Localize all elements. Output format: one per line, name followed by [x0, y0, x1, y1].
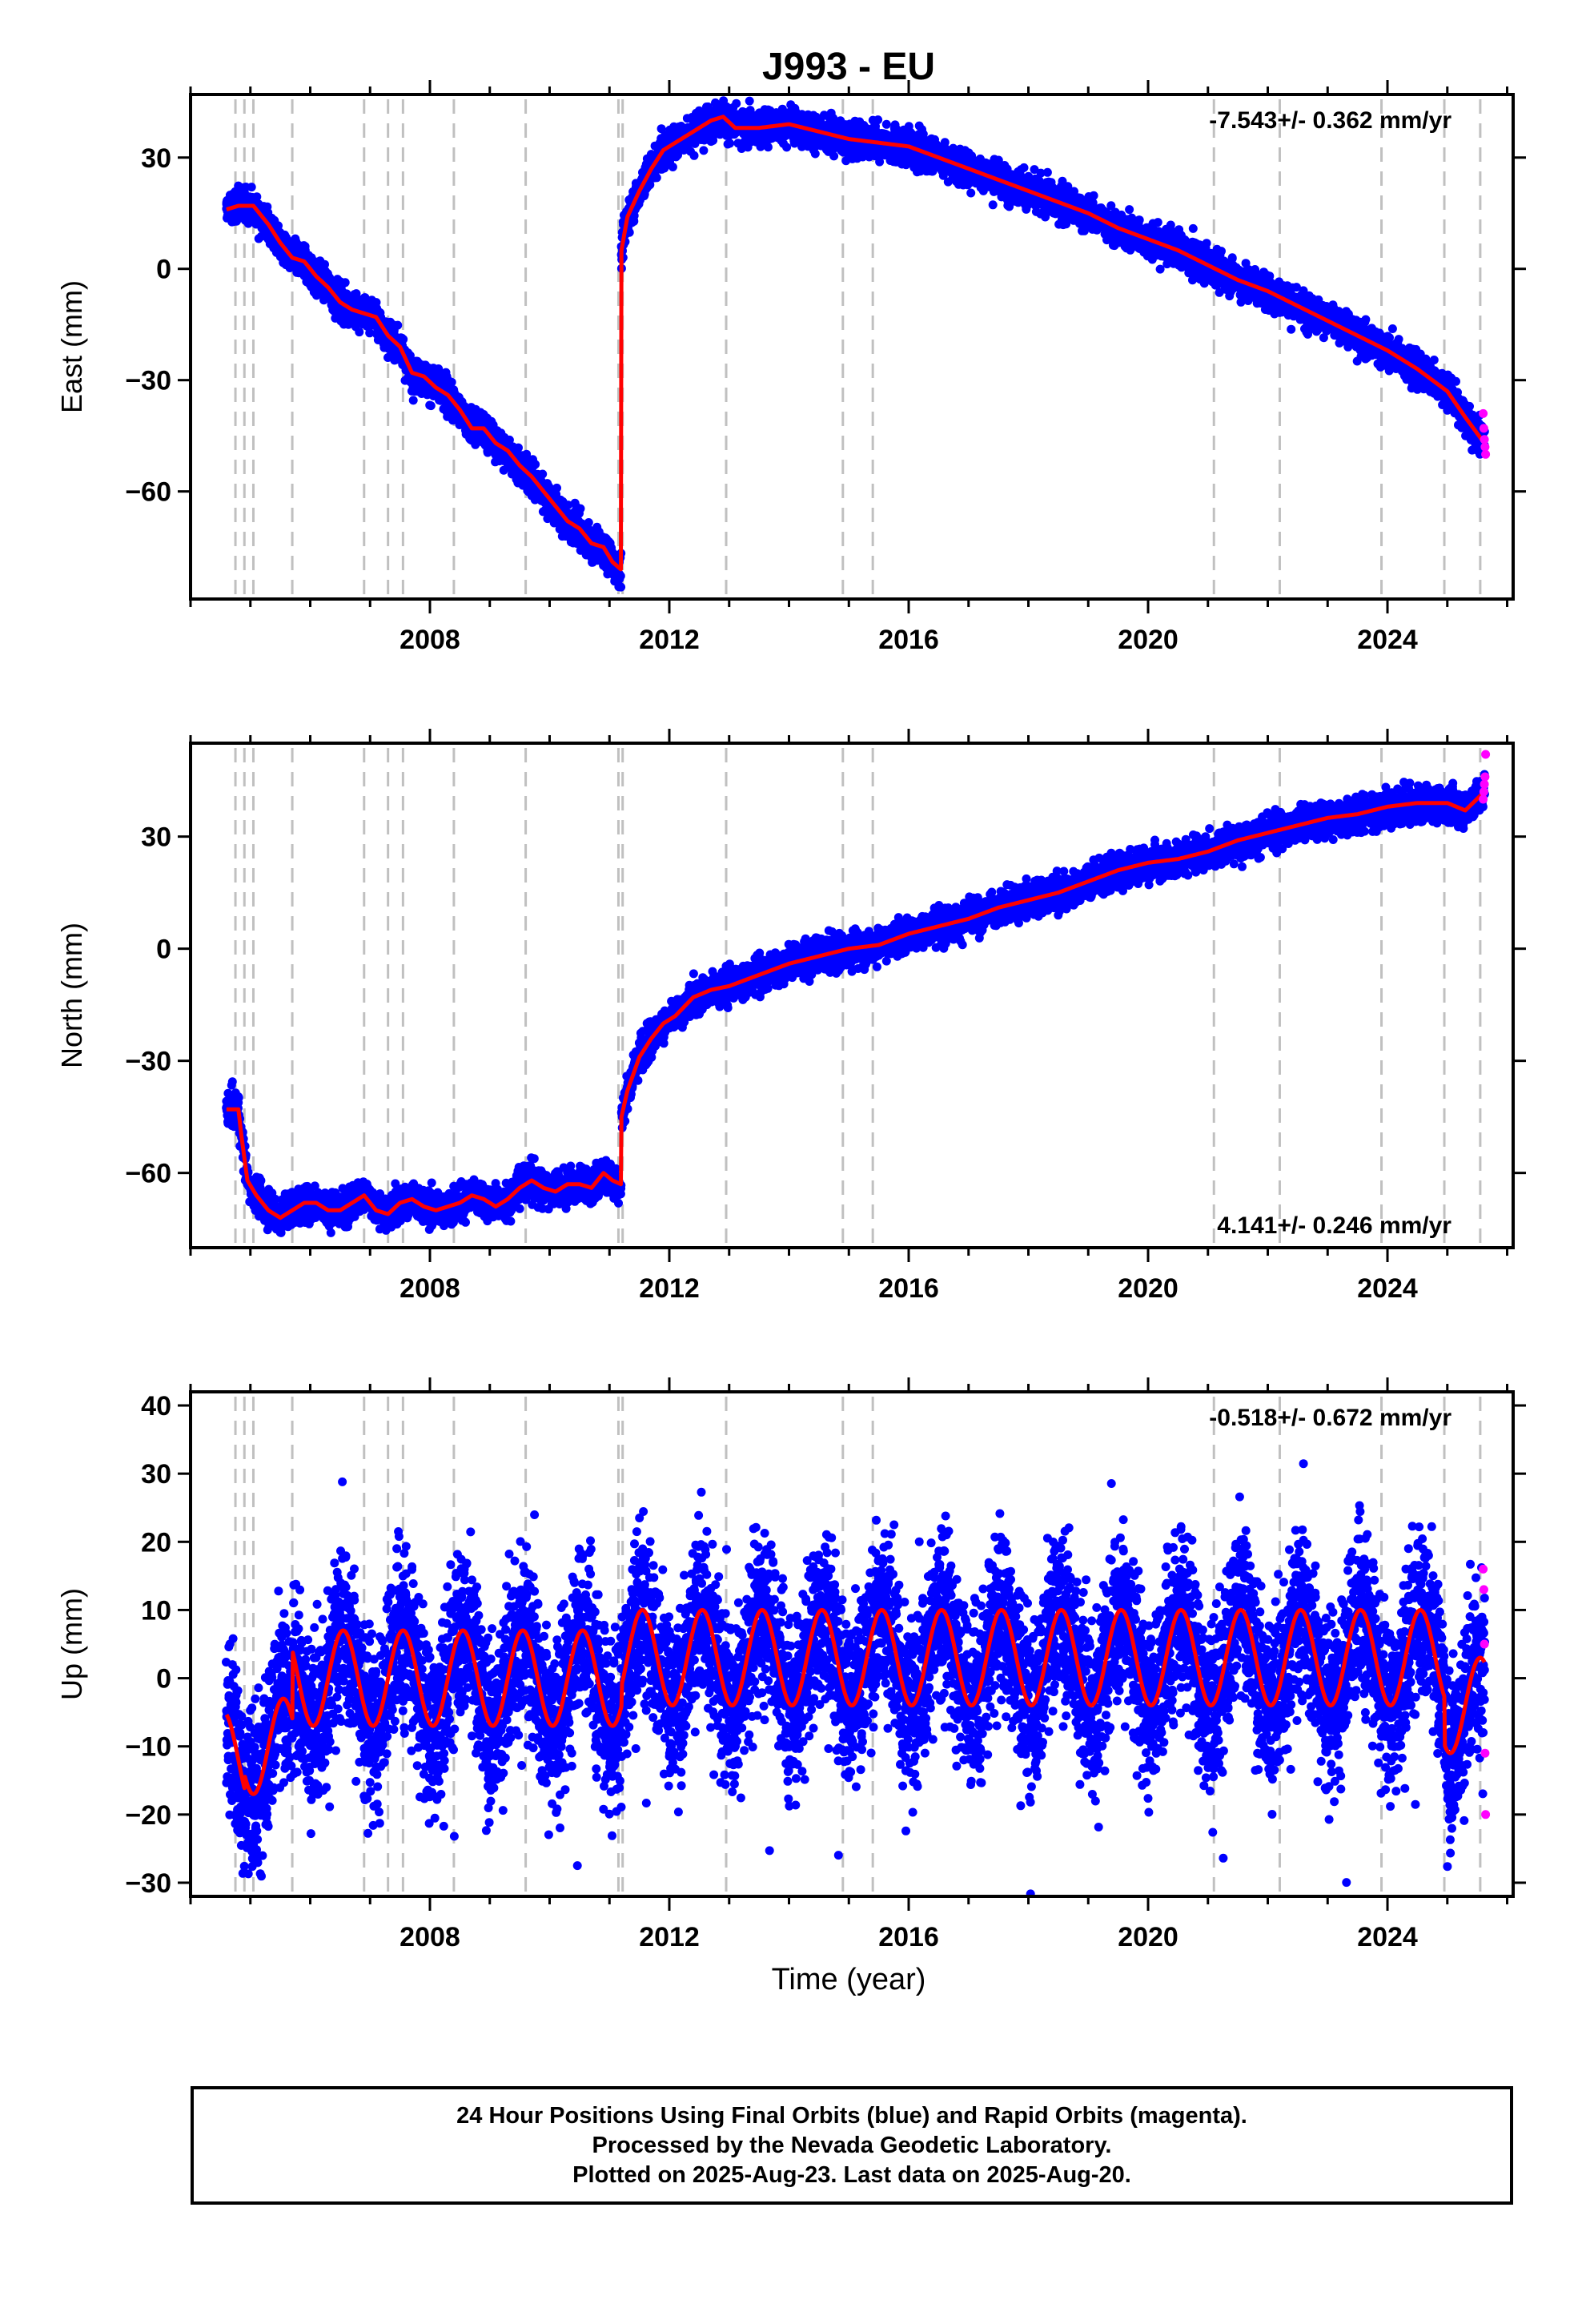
final-orbit-point: [988, 200, 998, 210]
final-orbit-point: [1089, 191, 1098, 200]
final-orbit-point: [405, 351, 415, 360]
final-orbit-point: [538, 469, 548, 479]
final-orbit-point: [340, 278, 350, 287]
final-orbit-point: [552, 483, 561, 493]
final-orbit-point: [576, 504, 585, 513]
final-orbit-point: [365, 328, 375, 338]
final-orbit-point: [732, 99, 741, 108]
plot-area: [222, 96, 1491, 594]
final-orbit-point: [1153, 218, 1162, 227]
final-orbit-point: [1019, 163, 1029, 172]
final-orbit-point: [584, 518, 593, 527]
final-orbit-point: [1202, 239, 1211, 248]
final-orbit-point: [763, 143, 773, 152]
final-orbit-point: [873, 115, 883, 125]
final-orbit-point: [810, 149, 820, 159]
final-orbit-point: [447, 377, 456, 387]
final-orbit-point: [725, 139, 735, 148]
final-orbit-point: [782, 143, 792, 152]
final-orbit-point: [408, 396, 418, 405]
final-orbit-point: [1188, 223, 1198, 233]
final-orbit-point: [668, 163, 677, 171]
final-orbit-point: [652, 173, 661, 183]
figure-title: J993 - EU: [762, 46, 935, 88]
final-orbit-point: [1042, 167, 1052, 177]
final-orbit-point: [247, 183, 256, 192]
final-orbit-point: [745, 96, 754, 106]
final-orbit-point: [616, 582, 626, 592]
final-orbit-point: [689, 151, 699, 160]
final-orbit-point: [426, 401, 436, 411]
final-orbit-point: [320, 259, 329, 269]
final-orbit-point: [514, 443, 523, 452]
final-orbit-point: [829, 151, 839, 161]
final-orbit-point: [966, 188, 976, 198]
final-orbit-point: [351, 289, 361, 299]
final-orbit-point: [616, 571, 625, 581]
final-orbit-point: [881, 119, 891, 129]
final-orbit-point: [355, 328, 364, 337]
final-orbit-point: [399, 335, 408, 344]
final-orbit-point: [1125, 205, 1134, 215]
final-orbit-point: [252, 192, 262, 202]
final-orbit-point: [393, 320, 403, 330]
final-orbit-point: [1134, 215, 1144, 225]
final-orbit-point: [699, 146, 709, 155]
final-orbit-point: [531, 460, 540, 469]
